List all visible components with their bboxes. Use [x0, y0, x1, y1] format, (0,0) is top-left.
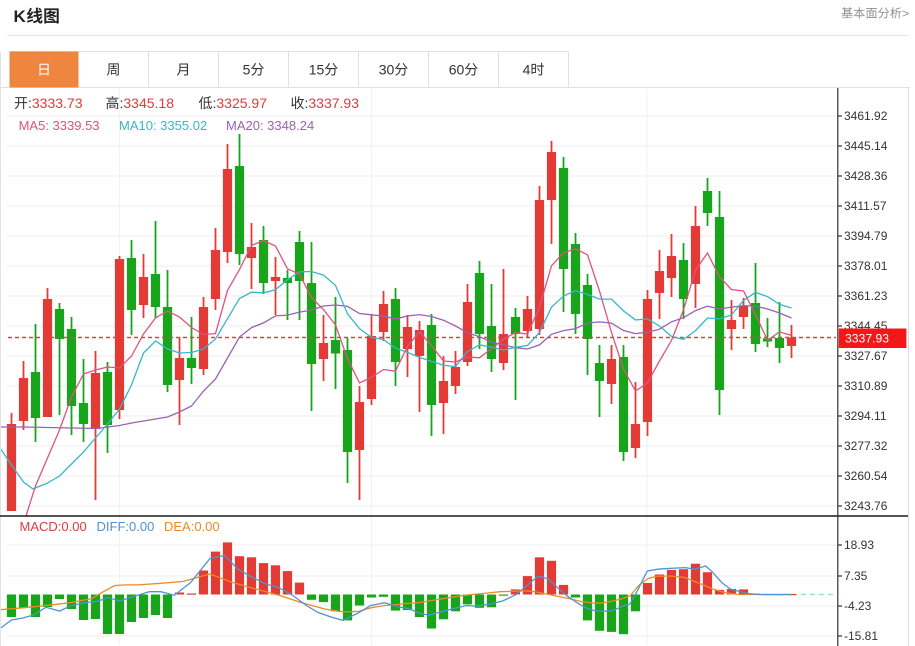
svg-text:7.35: 7.35	[844, 569, 868, 583]
svg-text:4: 4	[523, 62, 531, 78]
svg-text::3325.97: :3325.97	[213, 95, 268, 111]
svg-text:3461.92: 3461.92	[844, 109, 888, 123]
svg-text::3337.93: :3337.93	[305, 95, 360, 111]
svg-text:3411.57: 3411.57	[844, 199, 887, 213]
svg-text::3333.73: :3333.73	[28, 95, 83, 111]
svg-text:DEA:0.00: DEA:0.00	[164, 519, 220, 534]
svg-text:3260.54: 3260.54	[844, 469, 888, 483]
svg-text:18.93: 18.93	[844, 538, 874, 552]
svg-text:MA5: 3339.53: MA5: 3339.53	[19, 118, 100, 133]
svg-text:3294.11: 3294.11	[844, 409, 887, 423]
svg-text:>: >	[902, 7, 909, 21]
svg-text:3337.93: 3337.93	[845, 331, 889, 345]
svg-text:3327.67: 3327.67	[844, 349, 888, 363]
svg-text:3445.14: 3445.14	[844, 139, 888, 153]
svg-text:K: K	[14, 7, 27, 26]
svg-text:3428.36: 3428.36	[844, 169, 888, 183]
svg-text:-15.81: -15.81	[844, 629, 878, 643]
svg-text:3243.76: 3243.76	[844, 499, 888, 513]
svg-text:3277.32: 3277.32	[844, 439, 888, 453]
svg-text::3345.18: :3345.18	[120, 95, 175, 111]
svg-text:3310.89: 3310.89	[844, 379, 888, 393]
svg-text:DIFF:0.00: DIFF:0.00	[97, 519, 155, 534]
svg-text:-4.23: -4.23	[844, 599, 872, 613]
svg-text:3394.79: 3394.79	[844, 229, 888, 243]
svg-text:30: 30	[379, 62, 395, 78]
svg-text:60: 60	[449, 62, 465, 78]
svg-text:MA20: 3348.24: MA20: 3348.24	[226, 118, 314, 133]
svg-text:MACD:0.00: MACD:0.00	[20, 519, 87, 534]
svg-text:15: 15	[309, 62, 325, 78]
svg-text:3378.01: 3378.01	[844, 259, 888, 273]
svg-text:5: 5	[243, 62, 251, 78]
svg-text:MA10: 3355.02: MA10: 3355.02	[119, 118, 207, 133]
svg-text:3361.23: 3361.23	[844, 289, 888, 303]
